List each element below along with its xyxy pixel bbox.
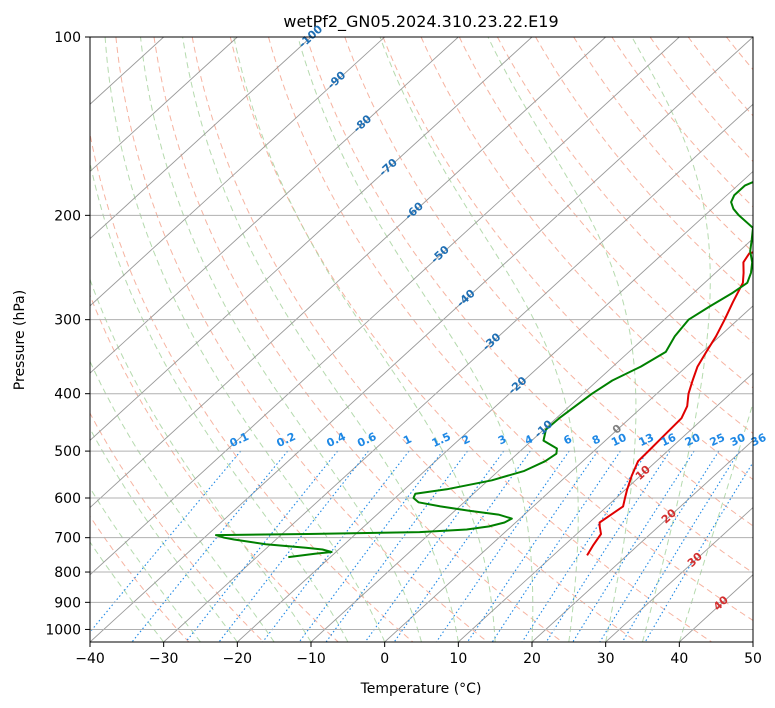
moist-adiabat	[90, 541, 165, 642]
dry-adiabat	[268, 37, 753, 622]
y-tick-label: 600	[54, 491, 81, 507]
mixing-ratio-line	[218, 450, 369, 642]
isotherm-line	[90, 37, 606, 509]
isotherm-line	[90, 37, 459, 374]
y-tick-label: 700	[54, 531, 81, 547]
mixing-ratio-line	[491, 450, 621, 642]
dry-adiabat	[153, 37, 563, 642]
mixing-ratio-label: 16	[659, 431, 679, 449]
chart-title: wetPf2_GN05.2024.310.23.22.E19	[283, 12, 558, 32]
mixing-ratio-label: 13	[637, 431, 656, 449]
y-tick-label: 1000	[45, 622, 81, 638]
moist-adiabat	[182, 37, 459, 642]
mixing-ratio-line	[185, 450, 339, 642]
isotherm-line	[237, 170, 753, 642]
y-tick-label: 100	[54, 30, 81, 46]
mixing-ratio-line	[298, 450, 444, 642]
isotherm-line	[163, 103, 753, 642]
x-tick-label: 40	[670, 651, 688, 667]
y-axis-label: Pressure (hPa)	[12, 290, 28, 390]
pressure-gridlines	[90, 36, 753, 630]
plot-frame	[89, 36, 754, 643]
isotherm-line	[90, 37, 753, 642]
moist-adiabat	[90, 487, 201, 642]
y-tick-label: 900	[54, 595, 81, 611]
isotherm-line	[458, 372, 753, 642]
dry-adiabat	[115, 37, 488, 642]
x-tick-label: 10	[449, 651, 467, 667]
moist-adiabat	[631, 37, 711, 642]
x-tick-label: 50	[744, 651, 762, 667]
isotherm-line	[531, 439, 753, 642]
mixing-ratio-line	[644, 461, 753, 642]
isotherm-line	[90, 37, 312, 240]
mixing-ratio-line	[599, 450, 720, 642]
mixing-ratio-labels: 0.1 0.2 0.4 0.6 1 1.5 2 3 4 6 8 10 13 16 20 25 30 36	[228, 430, 769, 450]
y-tick-label: 500	[54, 444, 81, 460]
dry-adiabat	[191, 37, 638, 642]
x-tick-label: −10	[296, 651, 326, 667]
dry-adiabat	[458, 37, 753, 389]
x-axis-label: Temperature (°C)	[360, 681, 482, 697]
mixing-ratio-line	[131, 450, 289, 642]
dry-adiabat	[90, 293, 339, 642]
mixing-ratio-label: 10	[609, 431, 629, 449]
moist-adiabat	[90, 427, 238, 642]
isotherm-line	[90, 37, 385, 307]
moist-adiabat	[90, 160, 349, 642]
isotherm-line	[605, 506, 753, 642]
mixing-ratio-label: 20	[683, 431, 703, 449]
moist-adiabat	[379, 37, 579, 642]
y-tick-label: 200	[54, 208, 81, 224]
dry-adiabat	[90, 412, 264, 642]
mixing-ratio-label: 25	[708, 431, 727, 449]
x-tick-label: −20	[223, 651, 253, 667]
moist-adiabat	[233, 37, 496, 642]
moist-adiabat	[678, 401, 753, 642]
isotherm-line	[310, 238, 753, 642]
moist-adiabat	[104, 37, 386, 642]
background-lines	[90, 37, 753, 642]
x-tick-label: 0	[380, 651, 389, 667]
temperature-profile	[586, 251, 753, 556]
moist-adiabat	[297, 37, 534, 642]
mixing-ratio-line	[325, 450, 468, 642]
moist-adiabat	[487, 37, 637, 642]
x-tick-label: −40	[75, 651, 105, 667]
dewpoint-profile	[215, 181, 753, 559]
x-tick-label: 30	[597, 651, 615, 667]
profile-series	[215, 181, 753, 559]
y-axis-ticks: 100 200 300 400 500 600 700 800 900 1000	[45, 30, 90, 638]
mixing-ratio-label: 36	[749, 431, 769, 449]
mixing-ratio-label: 30	[728, 431, 748, 449]
x-axis-ticks: −40 −30 −20 −10 0 10 20 30 40 50	[75, 642, 762, 667]
moist-adiabat	[140, 37, 422, 642]
x-tick-label: −30	[149, 651, 179, 667]
isotherm-line	[384, 305, 753, 642]
dry-adiabat	[420, 37, 753, 435]
moist-adiabat	[90, 360, 275, 642]
mixing-ratio-line	[393, 450, 531, 642]
isotherm-line	[90, 37, 680, 576]
isotherm-line	[90, 37, 238, 173]
mixing-ratio-line	[521, 450, 649, 642]
mixing-ratio-line	[621, 450, 740, 642]
y-tick-label: 300	[54, 313, 81, 329]
mixing-ratio-line	[467, 450, 599, 642]
x-tick-label: 20	[523, 651, 541, 667]
y-tick-label: 800	[54, 565, 81, 581]
isotherm-line	[90, 37, 533, 441]
y-tick-label: 400	[54, 387, 81, 403]
mixing-ratio-line	[435, 450, 570, 642]
mixing-ratio-line	[90, 450, 242, 633]
